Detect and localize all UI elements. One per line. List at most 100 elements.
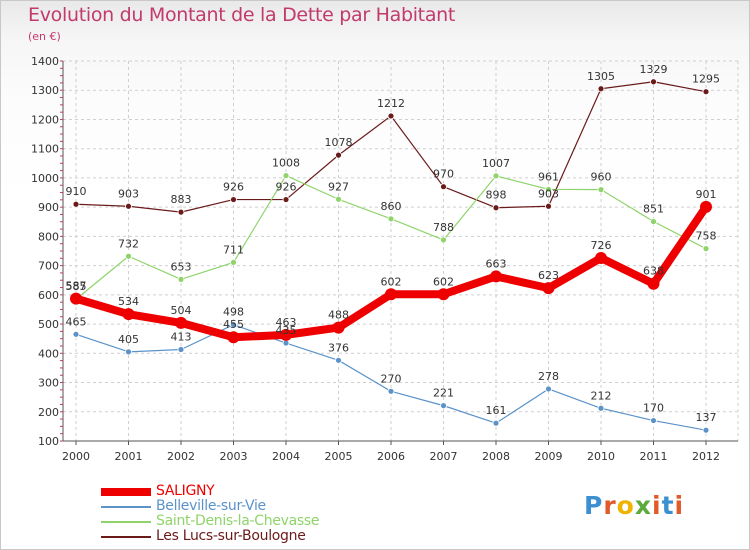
data-point <box>385 288 397 301</box>
legend-label: SALIGNY <box>156 483 215 499</box>
data-label: 732 <box>118 237 139 250</box>
data-point <box>125 348 132 356</box>
data-label: 1008 <box>272 157 300 170</box>
y-tick-label: 200 <box>38 406 59 419</box>
y-tick-label: 900 <box>38 201 59 214</box>
data-label: 883 <box>171 193 192 206</box>
data-label: 960 <box>591 171 612 184</box>
legend-swatch <box>101 506 151 508</box>
data-point <box>650 218 657 225</box>
x-tick-label: 2012 <box>692 450 720 463</box>
data-label: 376 <box>328 341 349 354</box>
data-label: 970 <box>433 168 454 181</box>
legend-swatch <box>101 488 151 496</box>
data-point <box>492 204 500 212</box>
data-point <box>230 321 237 329</box>
data-label: 585 <box>66 280 87 293</box>
data-point <box>125 202 132 210</box>
data-point <box>702 245 710 253</box>
data-label: 926 <box>223 181 244 194</box>
data-point <box>177 208 185 216</box>
y-tick-label: 1000 <box>31 172 59 185</box>
data-label: 898 <box>486 189 507 202</box>
data-label: 788 <box>433 221 454 234</box>
data-label: 726 <box>591 239 612 252</box>
data-point <box>492 172 500 180</box>
logo-letter: x <box>634 491 652 520</box>
data-label: 1212 <box>377 97 405 110</box>
data-label: 1078 <box>325 136 353 149</box>
data-label: 602 <box>381 275 402 288</box>
data-point <box>545 385 552 393</box>
x-tick-label: 2003 <box>220 450 248 463</box>
data-label: 212 <box>591 389 612 402</box>
data-point <box>335 151 342 159</box>
x-tick-label: 2000 <box>62 450 90 463</box>
y-tick-label: 600 <box>38 289 59 302</box>
data-point <box>387 215 395 223</box>
legend-item: Les Lucs-sur-Boulogne <box>101 528 401 545</box>
data-label: 1329 <box>640 63 668 76</box>
data-label: 1305 <box>587 70 615 83</box>
data-point <box>335 195 342 203</box>
legend-label: Les Lucs-sur-Boulogne <box>156 528 306 544</box>
x-tick-label: 2004 <box>272 450 300 463</box>
legend-label: Saint-Denis-la-Chevasse <box>156 513 320 529</box>
data-point <box>647 277 660 290</box>
logo-letter: i <box>674 491 685 520</box>
data-point <box>440 236 447 244</box>
data-label: 1295 <box>692 73 720 86</box>
data-label: 435 <box>276 324 297 337</box>
data-label: 961 <box>538 170 559 183</box>
data-label: 860 <box>381 200 402 213</box>
y-tick-label: 1200 <box>31 113 59 126</box>
chart-subtitle: (en €) <box>28 30 61 43</box>
x-tick-label: 2006 <box>377 450 405 463</box>
data-label: 1007 <box>482 157 510 170</box>
data-point <box>597 404 605 412</box>
data-label: 465 <box>66 315 87 328</box>
data-point <box>597 186 605 194</box>
data-label: 926 <box>276 181 297 194</box>
data-point <box>72 200 80 208</box>
data-point <box>387 112 395 120</box>
legend-swatch <box>101 536 151 538</box>
data-point <box>545 202 552 210</box>
data-point <box>72 330 80 338</box>
data-label: 587 <box>66 280 87 293</box>
logo-letter: r <box>603 491 617 520</box>
x-tick-label: 2011 <box>640 450 668 463</box>
data-label: 927 <box>328 180 349 193</box>
data-point <box>282 172 290 179</box>
proxiti-logo: Proxiti <box>584 491 684 520</box>
data-label: 137 <box>696 411 717 424</box>
data-point <box>492 419 500 427</box>
data-label: 910 <box>66 185 87 198</box>
y-tick-label: 1400 <box>31 55 59 68</box>
data-label: 653 <box>171 260 192 273</box>
y-tick-label: 700 <box>38 260 59 273</box>
logo-letter: o <box>616 491 635 520</box>
x-tick-label: 2005 <box>325 450 353 463</box>
legend-swatch <box>101 521 151 523</box>
data-point <box>230 196 237 203</box>
data-point <box>125 252 132 260</box>
data-point <box>700 200 712 213</box>
data-point <box>387 387 395 395</box>
data-point <box>177 346 185 353</box>
x-tick-label: 2001 <box>115 450 143 463</box>
data-point <box>595 252 607 265</box>
data-label: 901 <box>696 188 717 201</box>
data-point <box>282 196 290 203</box>
logo-letter: P <box>584 491 604 520</box>
x-tick-label: 2008 <box>482 450 510 463</box>
data-point <box>282 339 290 347</box>
data-point <box>227 331 240 344</box>
y-tick-label: 400 <box>38 347 59 360</box>
data-point <box>702 88 710 96</box>
data-point <box>650 417 657 424</box>
logo-letter: i <box>652 491 662 520</box>
data-label: 488 <box>328 309 349 322</box>
chart-title: Evolution du Montant de la Dette par Hab… <box>28 4 456 26</box>
